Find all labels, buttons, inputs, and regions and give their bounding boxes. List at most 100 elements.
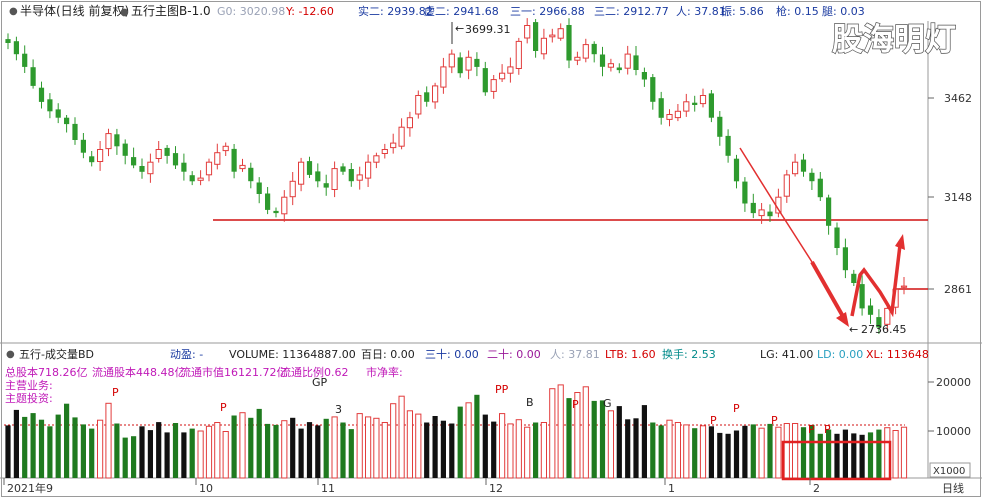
candle-body-down [633, 55, 639, 70]
candle-body-down [658, 98, 664, 118]
indicator-dot-icon[interactable]: ● [120, 7, 129, 18]
trend-arrows [739, 147, 905, 327]
volume-bar [725, 433, 731, 478]
zhen-value: 振: 5.86 [721, 4, 764, 18]
volume-bar [139, 426, 145, 478]
candle-body-down [851, 273, 857, 283]
volume-marker-p: P [771, 414, 778, 427]
rebound-arrow-head [895, 234, 905, 250]
volume-bar [557, 384, 564, 479]
candle-body-up [574, 56, 581, 61]
volume-bar [767, 423, 773, 478]
x-tick-label: 1 [668, 482, 675, 495]
volume-collapse-icon[interactable]: ● [6, 349, 15, 360]
volume-bar [499, 413, 506, 479]
candle-body-down [641, 72, 647, 80]
candle-body-up [792, 161, 799, 175]
volume-bar [717, 432, 723, 478]
volume-bar [457, 406, 463, 478]
volume-bar [851, 433, 857, 478]
candle-body-up [281, 196, 288, 215]
candlestick-series [5, 18, 908, 334]
theme-investment: 主题投资: [5, 391, 53, 405]
volume-bar [290, 417, 296, 478]
candle-body-up [415, 95, 422, 115]
tui-value: 腿: 0.03 [822, 5, 865, 18]
candle-body-up [97, 149, 104, 162]
rebound-arrow-shaft [850, 244, 902, 318]
volume-bar [692, 428, 698, 478]
shi2-value: 实二: 2939.82 [358, 4, 433, 18]
ltb-value: LTB: 1.60 [605, 348, 656, 361]
san1-value: 三一: 2966.88 [510, 5, 585, 18]
candle-body-down [13, 41, 19, 55]
volume-bar [406, 410, 413, 479]
volume-bar [683, 424, 690, 479]
volume-highlight-box [781, 440, 892, 481]
collapse-icon[interactable]: ● [9, 6, 18, 17]
candle-body-down [834, 227, 840, 248]
volume-bar [834, 433, 840, 478]
volume-bar [231, 415, 237, 478]
low-arrow-icon: ← [849, 323, 858, 336]
volume-bar [892, 430, 899, 479]
volume-bar [415, 413, 422, 479]
volume-bar [482, 414, 488, 478]
volume-bar [80, 424, 86, 478]
volume-bar [867, 432, 874, 478]
candle-body-down [55, 109, 61, 118]
candle-body-up [147, 161, 154, 175]
candle-body-up [666, 114, 673, 120]
price-annotations: ← 3699.31 ← 2736.45 [451, 22, 907, 336]
volume-bar [900, 426, 908, 479]
candle-body-down [80, 139, 86, 153]
volume-bar [515, 419, 522, 479]
candle-body-down [725, 135, 731, 156]
ershi-value: 二十: 0.00 [487, 347, 541, 361]
volume-value: VOLUME: 11364887.00 [229, 348, 356, 361]
volume-bar [607, 410, 614, 479]
volume-bar [582, 386, 589, 479]
candle-body-down [248, 167, 254, 182]
candle-body-down [89, 156, 95, 163]
xu2-value: 虚二: 2941.68 [424, 5, 499, 18]
candle-body-up [331, 168, 338, 191]
indicator-name: 五行主图B-1.0 [131, 4, 211, 18]
volume-bar [775, 426, 782, 479]
candle-body-up [298, 161, 305, 185]
volume-bar [147, 430, 153, 478]
volume-bar [306, 422, 313, 478]
candle-body-up [432, 85, 439, 103]
volume-bar [591, 400, 597, 478]
candle-body-down [708, 93, 714, 118]
candle-body-up [783, 174, 790, 197]
candle-body-up [524, 25, 531, 39]
volume-marker-p: P [572, 398, 579, 411]
candle-body-up [197, 177, 204, 181]
down-arrow-head [836, 312, 849, 327]
volume-marker-p: P [710, 414, 717, 427]
volume-marker-p: P [824, 423, 831, 436]
volume-bar [641, 405, 647, 478]
price-tick-label: 3148 [944, 191, 972, 204]
candle-body-down [692, 102, 698, 105]
volume-bar [599, 400, 606, 478]
volume-bar [30, 413, 36, 478]
volume-bar [574, 392, 581, 479]
candle-body-down [5, 39, 11, 43]
candle-body-up [499, 72, 506, 80]
total-shares: 总股本718.26亿 [5, 365, 88, 379]
candle-body-up [222, 145, 229, 152]
period-label[interactable]: 日线 [942, 481, 964, 495]
candle-body-down [114, 134, 120, 147]
candle-body-down [457, 57, 463, 74]
volume-marker-3: 3 [335, 403, 342, 416]
candle-body-down [809, 172, 815, 182]
candle-body-up [549, 34, 556, 38]
candle-body-down [533, 22, 539, 51]
volume-bar [265, 423, 271, 478]
volume-bar [792, 423, 799, 479]
main-business: 主营业务: [5, 378, 53, 392]
san2-value: 三二: 2912.77 [594, 5, 669, 18]
volume-header: ● 五行-成交量BD 动盈: - VOLUME: 11364887.00 百日:… [5, 347, 929, 405]
